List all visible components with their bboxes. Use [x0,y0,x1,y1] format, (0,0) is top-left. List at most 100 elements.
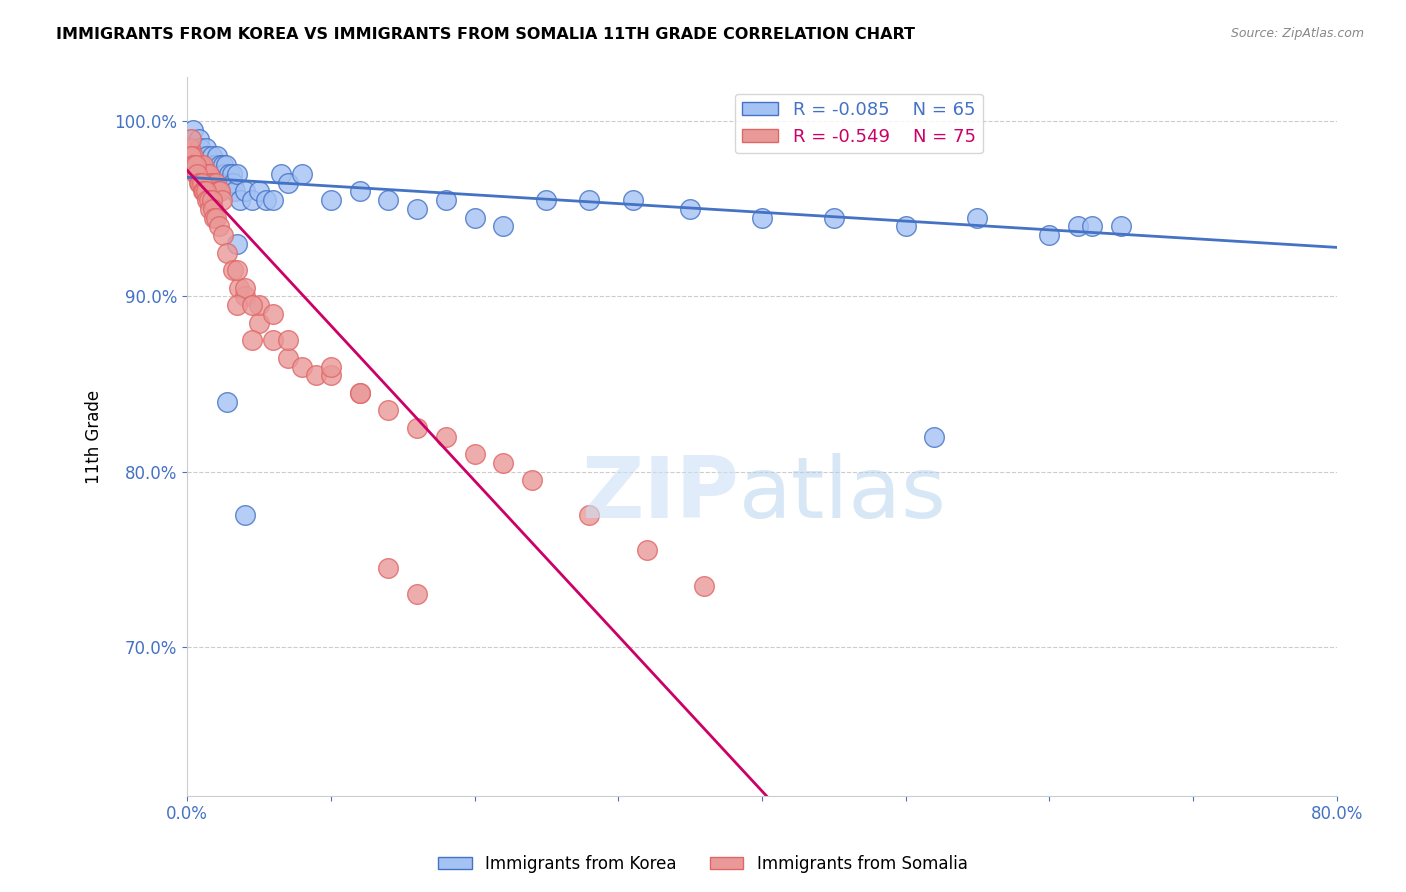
Point [349,184,371,198]
Point [823,211,845,225]
Point [270,167,292,181]
Point [184,149,207,163]
Point [188,158,211,172]
Point [1038,228,1060,243]
Point [188,140,211,154]
Point [191,149,214,163]
Point [194,184,217,198]
Point [212,228,235,243]
Point [233,289,256,303]
Point [198,176,221,190]
Point [492,456,515,470]
Text: Source: ZipAtlas.com: Source: ZipAtlas.com [1230,27,1364,40]
Point [205,158,228,172]
Point [187,176,209,190]
Text: atlas: atlas [740,452,946,535]
Point [204,184,226,198]
Point [179,140,201,154]
Text: ZIP: ZIP [581,452,740,535]
Point [194,176,217,190]
Point [217,394,239,409]
Point [186,158,208,172]
Point [233,281,256,295]
Point [211,193,233,207]
Point [181,158,204,172]
Point [262,193,284,207]
Point [186,158,208,172]
Legend: R = -0.085    N = 65, R = -0.549    N = 75: R = -0.085 N = 65, R = -0.549 N = 75 [735,94,983,153]
Point [305,368,328,383]
Point [205,176,228,190]
Point [463,447,485,461]
Point [191,158,214,172]
Point [180,132,202,146]
Point [188,176,211,190]
Point [229,193,252,207]
Point [1067,219,1090,234]
Point [217,245,239,260]
Point [200,176,222,190]
Point [201,158,224,172]
Point [894,219,917,234]
Point [191,184,214,198]
Point [193,158,215,172]
Point [208,167,231,181]
Point [224,184,246,198]
Point [179,140,201,154]
Point [180,149,202,163]
Point [240,298,263,312]
Point [195,167,218,181]
Point [222,176,245,190]
Point [406,587,429,601]
Point [247,184,270,198]
Point [319,193,342,207]
Point [578,508,600,523]
Point [492,219,515,234]
Point [195,149,218,163]
Point [183,140,205,154]
Point [233,508,256,523]
Point [1109,219,1132,234]
Text: IMMIGRANTS FROM KOREA VS IMMIGRANTS FROM SOMALIA 11TH GRADE CORRELATION CHART: IMMIGRANTS FROM KOREA VS IMMIGRANTS FROM… [56,27,915,42]
Point [377,193,399,207]
Point [209,158,232,172]
Point [214,167,236,181]
Point [190,167,212,181]
Point [181,123,204,137]
Legend: Immigrants from Korea, Immigrants from Somalia: Immigrants from Korea, Immigrants from S… [432,848,974,880]
Point [209,184,232,198]
Point [679,202,702,216]
Point [578,193,600,207]
Point [207,184,229,198]
Point [291,359,314,374]
Point [277,333,299,347]
Point [207,149,229,163]
Point [693,578,716,592]
Point [520,474,543,488]
Point [262,307,284,321]
Point [180,132,202,146]
Point [184,167,207,181]
Point [205,211,228,225]
Point [406,202,429,216]
Point [215,158,238,172]
Point [208,219,231,234]
Point [187,132,209,146]
Point [186,167,208,181]
Point [190,158,212,172]
Point [463,211,485,225]
Point [200,149,222,163]
Point [377,403,399,417]
Point [434,193,457,207]
Point [193,184,215,198]
Point [621,193,644,207]
Point [349,385,371,400]
Point [536,193,558,207]
Point [195,193,218,207]
Point [377,561,399,575]
Point [254,193,277,207]
Point [233,184,256,198]
Point [197,158,219,172]
Point [197,193,219,207]
Point [194,140,217,154]
